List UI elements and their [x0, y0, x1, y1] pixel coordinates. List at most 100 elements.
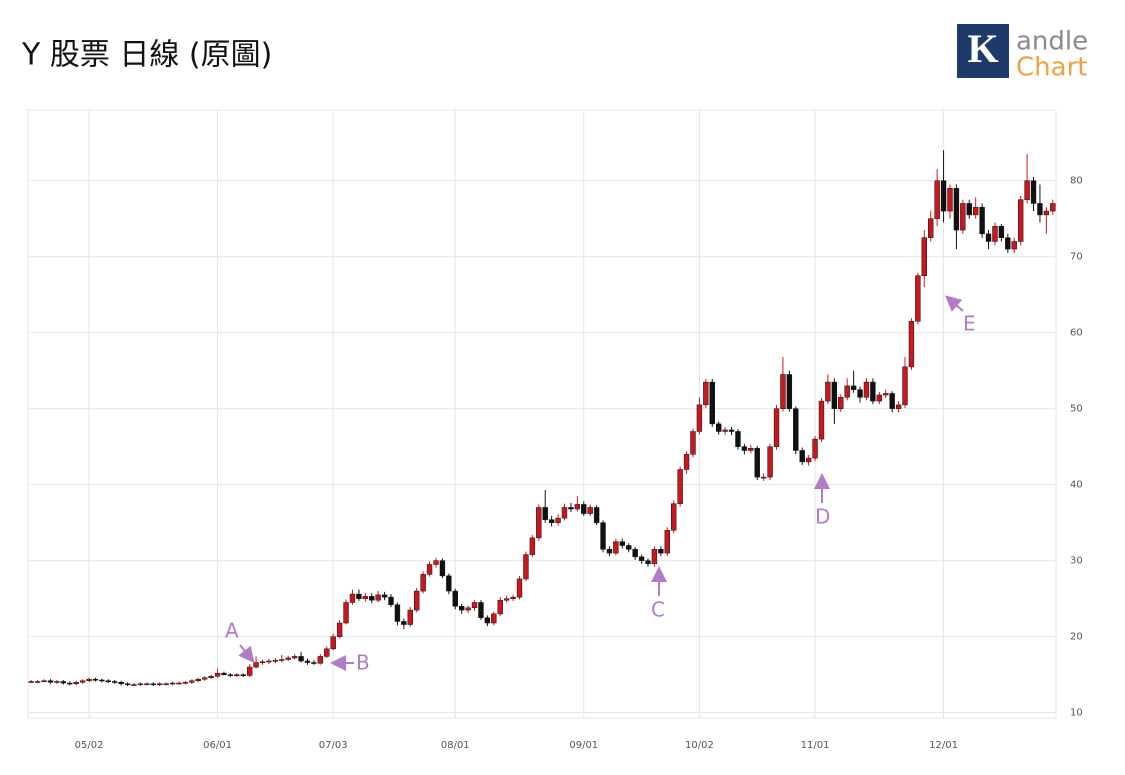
candle-body [683, 454, 690, 470]
arrow [238, 644, 255, 664]
candle-body [394, 604, 401, 622]
candle-body [895, 404, 902, 409]
candle-body [548, 519, 555, 523]
candle-body [73, 682, 79, 685]
candle-body [86, 678, 92, 682]
candle-body [176, 682, 182, 685]
y-tick-label: 10 [1070, 708, 1083, 719]
candle-body [786, 374, 793, 409]
candle-body [414, 590, 420, 611]
candle-body [934, 180, 940, 219]
candle-body [979, 207, 985, 235]
x-tick-label: 11/01 [801, 740, 830, 751]
candle-body [99, 679, 105, 682]
candle-body [703, 381, 709, 406]
candle-body [221, 672, 227, 675]
candle-body [960, 203, 966, 231]
candle-body [201, 677, 208, 680]
y-tick-label: 70 [1070, 252, 1083, 263]
candle-body [279, 659, 285, 661]
annotation: D [815, 505, 830, 529]
candle-body [137, 683, 144, 686]
candle-body [1043, 210, 1050, 216]
candle-body [458, 606, 465, 611]
logo-text: andle [1016, 27, 1088, 57]
candle-body [131, 684, 137, 686]
candle-body [362, 596, 369, 599]
candle-body [446, 575, 452, 592]
candle-body [369, 596, 375, 601]
candle-body [645, 560, 651, 564]
annotation: E [963, 312, 976, 336]
candle-body [568, 507, 574, 510]
x-tick-label: 06/01 [203, 740, 232, 751]
candle-body [671, 503, 677, 531]
candle-body [529, 537, 536, 555]
candle-body [426, 564, 433, 575]
candle-body [581, 504, 587, 514]
candle-body [619, 541, 626, 546]
candle-body [1037, 203, 1043, 216]
candle-body [163, 683, 169, 686]
candle-body [285, 657, 291, 660]
candle-body [574, 504, 581, 510]
candle-body [47, 680, 54, 683]
candle-body [651, 549, 658, 564]
candle-body [439, 560, 446, 577]
candle-body [291, 656, 298, 659]
candle-body [157, 683, 163, 686]
candle-body [1011, 241, 1017, 250]
candle-body [182, 682, 189, 684]
candle-body [696, 404, 703, 432]
candle-body [664, 530, 670, 554]
candle-body [838, 397, 844, 409]
candle-body [105, 680, 112, 683]
candle-body [985, 233, 992, 242]
candle-body [593, 507, 600, 523]
candle-body [632, 549, 638, 558]
candle-body [41, 680, 47, 683]
candle-body [510, 596, 516, 599]
y-tick-label: 60 [1070, 328, 1083, 339]
candle-body [825, 381, 831, 402]
candle-body [28, 681, 34, 683]
candle-body [555, 517, 561, 523]
candle-body [150, 683, 156, 686]
annotation: C [651, 598, 665, 622]
candle-body [889, 393, 895, 409]
candle-body [381, 594, 388, 598]
candle-body [677, 469, 683, 504]
candle-body [767, 446, 773, 478]
candle-body [304, 660, 311, 663]
y-tick-label: 20 [1070, 632, 1083, 643]
candle-body [1017, 199, 1024, 242]
candle-body [253, 662, 259, 668]
candle-body [234, 674, 240, 676]
annotation: B [356, 651, 370, 675]
candle-body [214, 672, 221, 677]
y-tick-label: 40 [1070, 480, 1083, 491]
candle-body [998, 226, 1005, 238]
candle-body [484, 617, 491, 624]
candle-body [940, 180, 947, 212]
candle-body [972, 207, 979, 216]
svg-text:K: K [967, 26, 998, 71]
candle-body [1030, 180, 1037, 204]
candle-body [407, 609, 413, 625]
candle-body [915, 275, 921, 322]
candle-body [272, 659, 279, 662]
candle-body [805, 457, 812, 463]
candle-body [330, 636, 336, 650]
candle-body [844, 385, 850, 398]
candle-body [928, 218, 934, 238]
x-tick-label: 10/02 [685, 740, 714, 751]
candle-body [240, 674, 246, 676]
candle-body [79, 680, 86, 683]
candle-body [452, 590, 458, 607]
candle-body [857, 389, 863, 398]
candle-body [259, 661, 266, 664]
candle-body [317, 656, 324, 664]
candle-body [690, 431, 696, 455]
candle-body [471, 602, 478, 609]
candle-body [227, 674, 234, 676]
